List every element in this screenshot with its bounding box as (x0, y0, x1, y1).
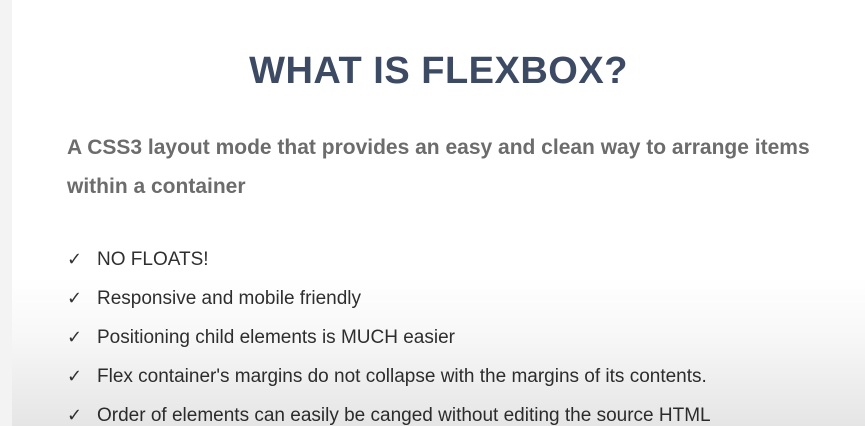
bullet-text: NO FLOATS! (97, 248, 209, 270)
slide-subtitle: A CSS3 layout mode that provides an easy… (67, 136, 810, 198)
check-icon: ✓ (67, 288, 83, 309)
check-icon: ✓ (67, 249, 83, 270)
left-margin-strip (0, 0, 12, 426)
bullet-item-margins: ✓ Flex container's margins do not collap… (67, 357, 711, 396)
bullet-list: ✓ NO FLOATS! ✓ Responsive and mobile fri… (67, 240, 711, 426)
bullet-text: Flex container's margins do not collapse… (97, 365, 707, 387)
bullet-item-no-floats: ✓ NO FLOATS! (67, 240, 711, 279)
slide-title: WHAT IS FLEXBOX? (249, 50, 628, 92)
bullet-text: Order of elements can easily be canged w… (97, 404, 711, 426)
check-icon: ✓ (67, 405, 83, 426)
bullet-item-order: ✓ Order of elements can easily be canged… (67, 396, 711, 426)
bullet-item-positioning: ✓ Positioning child elements is MUCH eas… (67, 318, 711, 357)
bullet-text: Responsive and mobile friendly (97, 287, 362, 309)
bullet-item-responsive: ✓ Responsive and mobile friendly (67, 279, 711, 318)
check-icon: ✓ (67, 327, 83, 348)
slide: WHAT IS FLEXBOX? A CSS3 layout mode that… (12, 0, 865, 426)
check-icon: ✓ (67, 366, 83, 387)
bullet-text: Positioning child elements is MUCH easie… (97, 326, 455, 348)
